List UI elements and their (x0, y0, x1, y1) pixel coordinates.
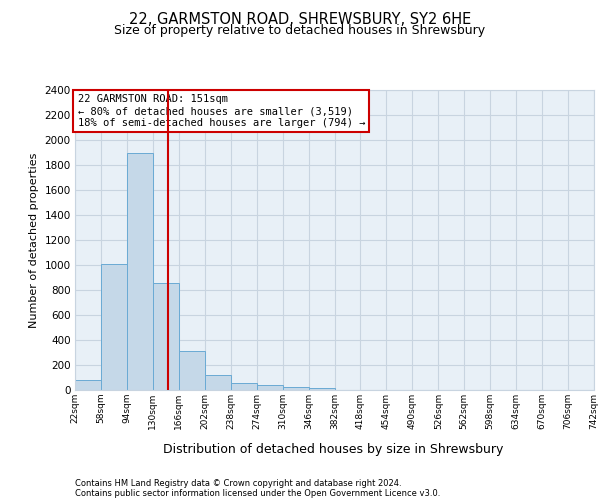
Bar (153, 282, 179, 390)
Bar (283, 387, 308, 390)
Text: 22 GARMSTON ROAD: 151sqm
← 80% of detached houses are smaller (3,519)
18% of sem: 22 GARMSTON ROAD: 151sqm ← 80% of detach… (77, 94, 365, 128)
Text: Distribution of detached houses by size in Shrewsbury: Distribution of detached houses by size … (163, 442, 503, 456)
Bar (179, 351, 205, 390)
Bar (127, 152, 153, 390)
Text: Size of property relative to detached houses in Shrewsbury: Size of property relative to detached ho… (115, 24, 485, 37)
Text: Contains HM Land Registry data © Crown copyright and database right 2024.: Contains HM Land Registry data © Crown c… (75, 479, 401, 488)
Y-axis label: Number of detached properties: Number of detached properties (29, 152, 39, 328)
Bar (205, 375, 230, 390)
Bar (230, 383, 257, 390)
Text: Contains public sector information licensed under the Open Government Licence v3: Contains public sector information licen… (75, 489, 440, 498)
Bar (101, 264, 127, 390)
Bar (75, 380, 101, 390)
Bar (308, 388, 335, 390)
Text: 22, GARMSTON ROAD, SHREWSBURY, SY2 6HE: 22, GARMSTON ROAD, SHREWSBURY, SY2 6HE (129, 12, 471, 28)
Bar (257, 385, 283, 390)
